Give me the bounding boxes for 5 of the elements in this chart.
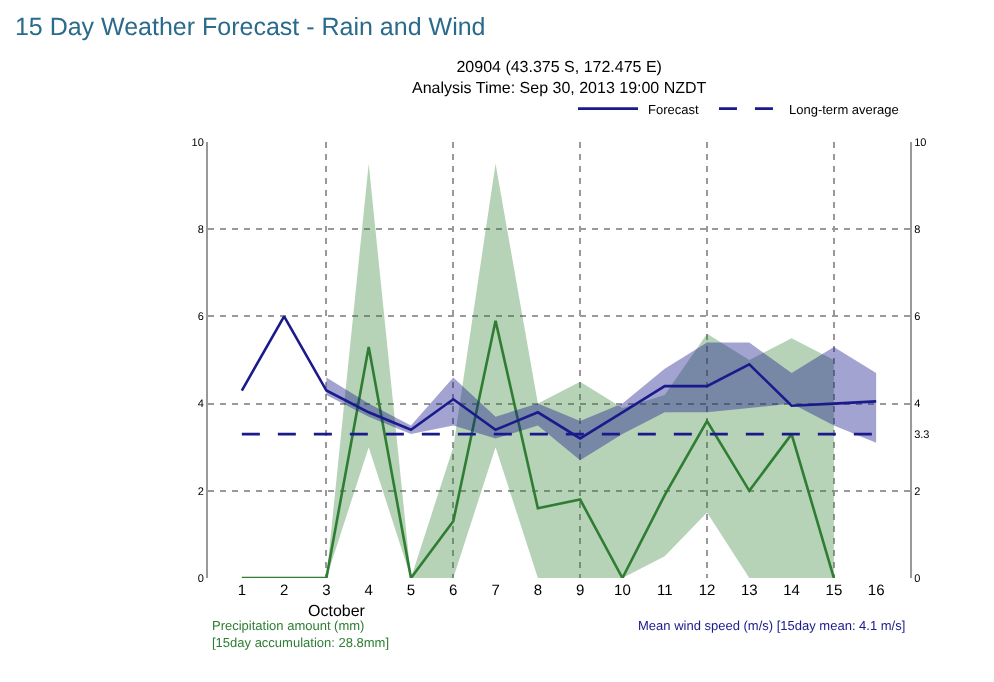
- line-series: [240, 315, 878, 440]
- x-axis-title: October: [308, 602, 366, 620]
- chart-title: 15 Day Weather Forecast - Rain and Wind: [14, 12, 486, 41]
- chart-subtitle: 20904 (43.375 S, 172.475 E) Analysis Time: Sep 30, 2013 19:00 NZDT: [412, 58, 707, 97]
- line-series: [240, 319, 836, 578]
